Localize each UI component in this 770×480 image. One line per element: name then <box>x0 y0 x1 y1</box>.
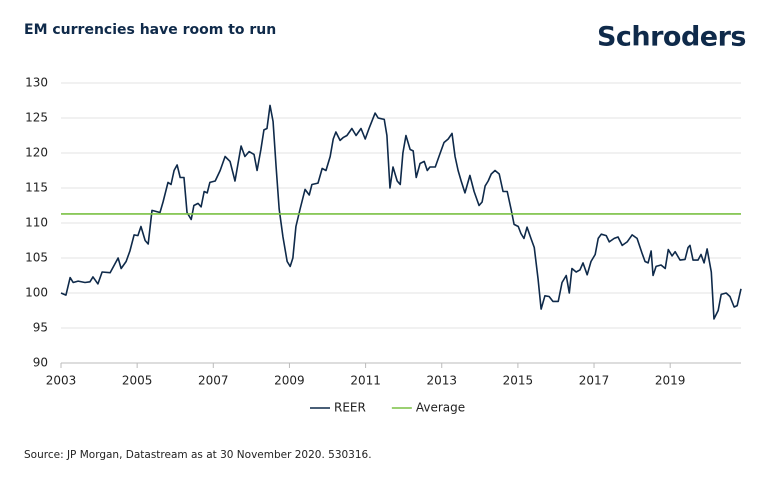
source-note: Source: JP Morgan, Datastream as at 30 N… <box>24 449 372 461</box>
y-tick-label: 110 <box>25 216 48 230</box>
x-tick-label: 2015 <box>503 374 534 388</box>
x-tick-label: 2013 <box>426 374 457 388</box>
x-tick-label: 2017 <box>579 374 610 388</box>
y-tick-label: 100 <box>25 286 48 300</box>
legend-label: REER <box>334 401 366 415</box>
x-tick-label: 2009 <box>274 374 305 388</box>
legend-label: Average <box>416 401 465 415</box>
x-tick-label: 2011 <box>350 374 381 388</box>
series-line <box>60 104 742 320</box>
y-tick-label: 90 <box>33 356 48 370</box>
y-tick-label: 95 <box>33 321 48 335</box>
x-tick-label: 2003 <box>46 374 77 388</box>
y-tick-label: 120 <box>25 146 48 160</box>
chart-title: EM currencies have room to run <box>24 22 276 38</box>
x-tick-label: 2005 <box>122 374 153 388</box>
x-tick-label: 2007 <box>198 374 229 388</box>
brand-logo: Schroders <box>597 22 746 53</box>
y-tick-label: 115 <box>25 181 48 195</box>
y-tick-label: 130 <box>25 76 48 90</box>
y-tick-label: 125 <box>25 111 48 125</box>
x-tick-label: 2019 <box>655 374 686 388</box>
y-tick-label: 105 <box>25 251 48 265</box>
